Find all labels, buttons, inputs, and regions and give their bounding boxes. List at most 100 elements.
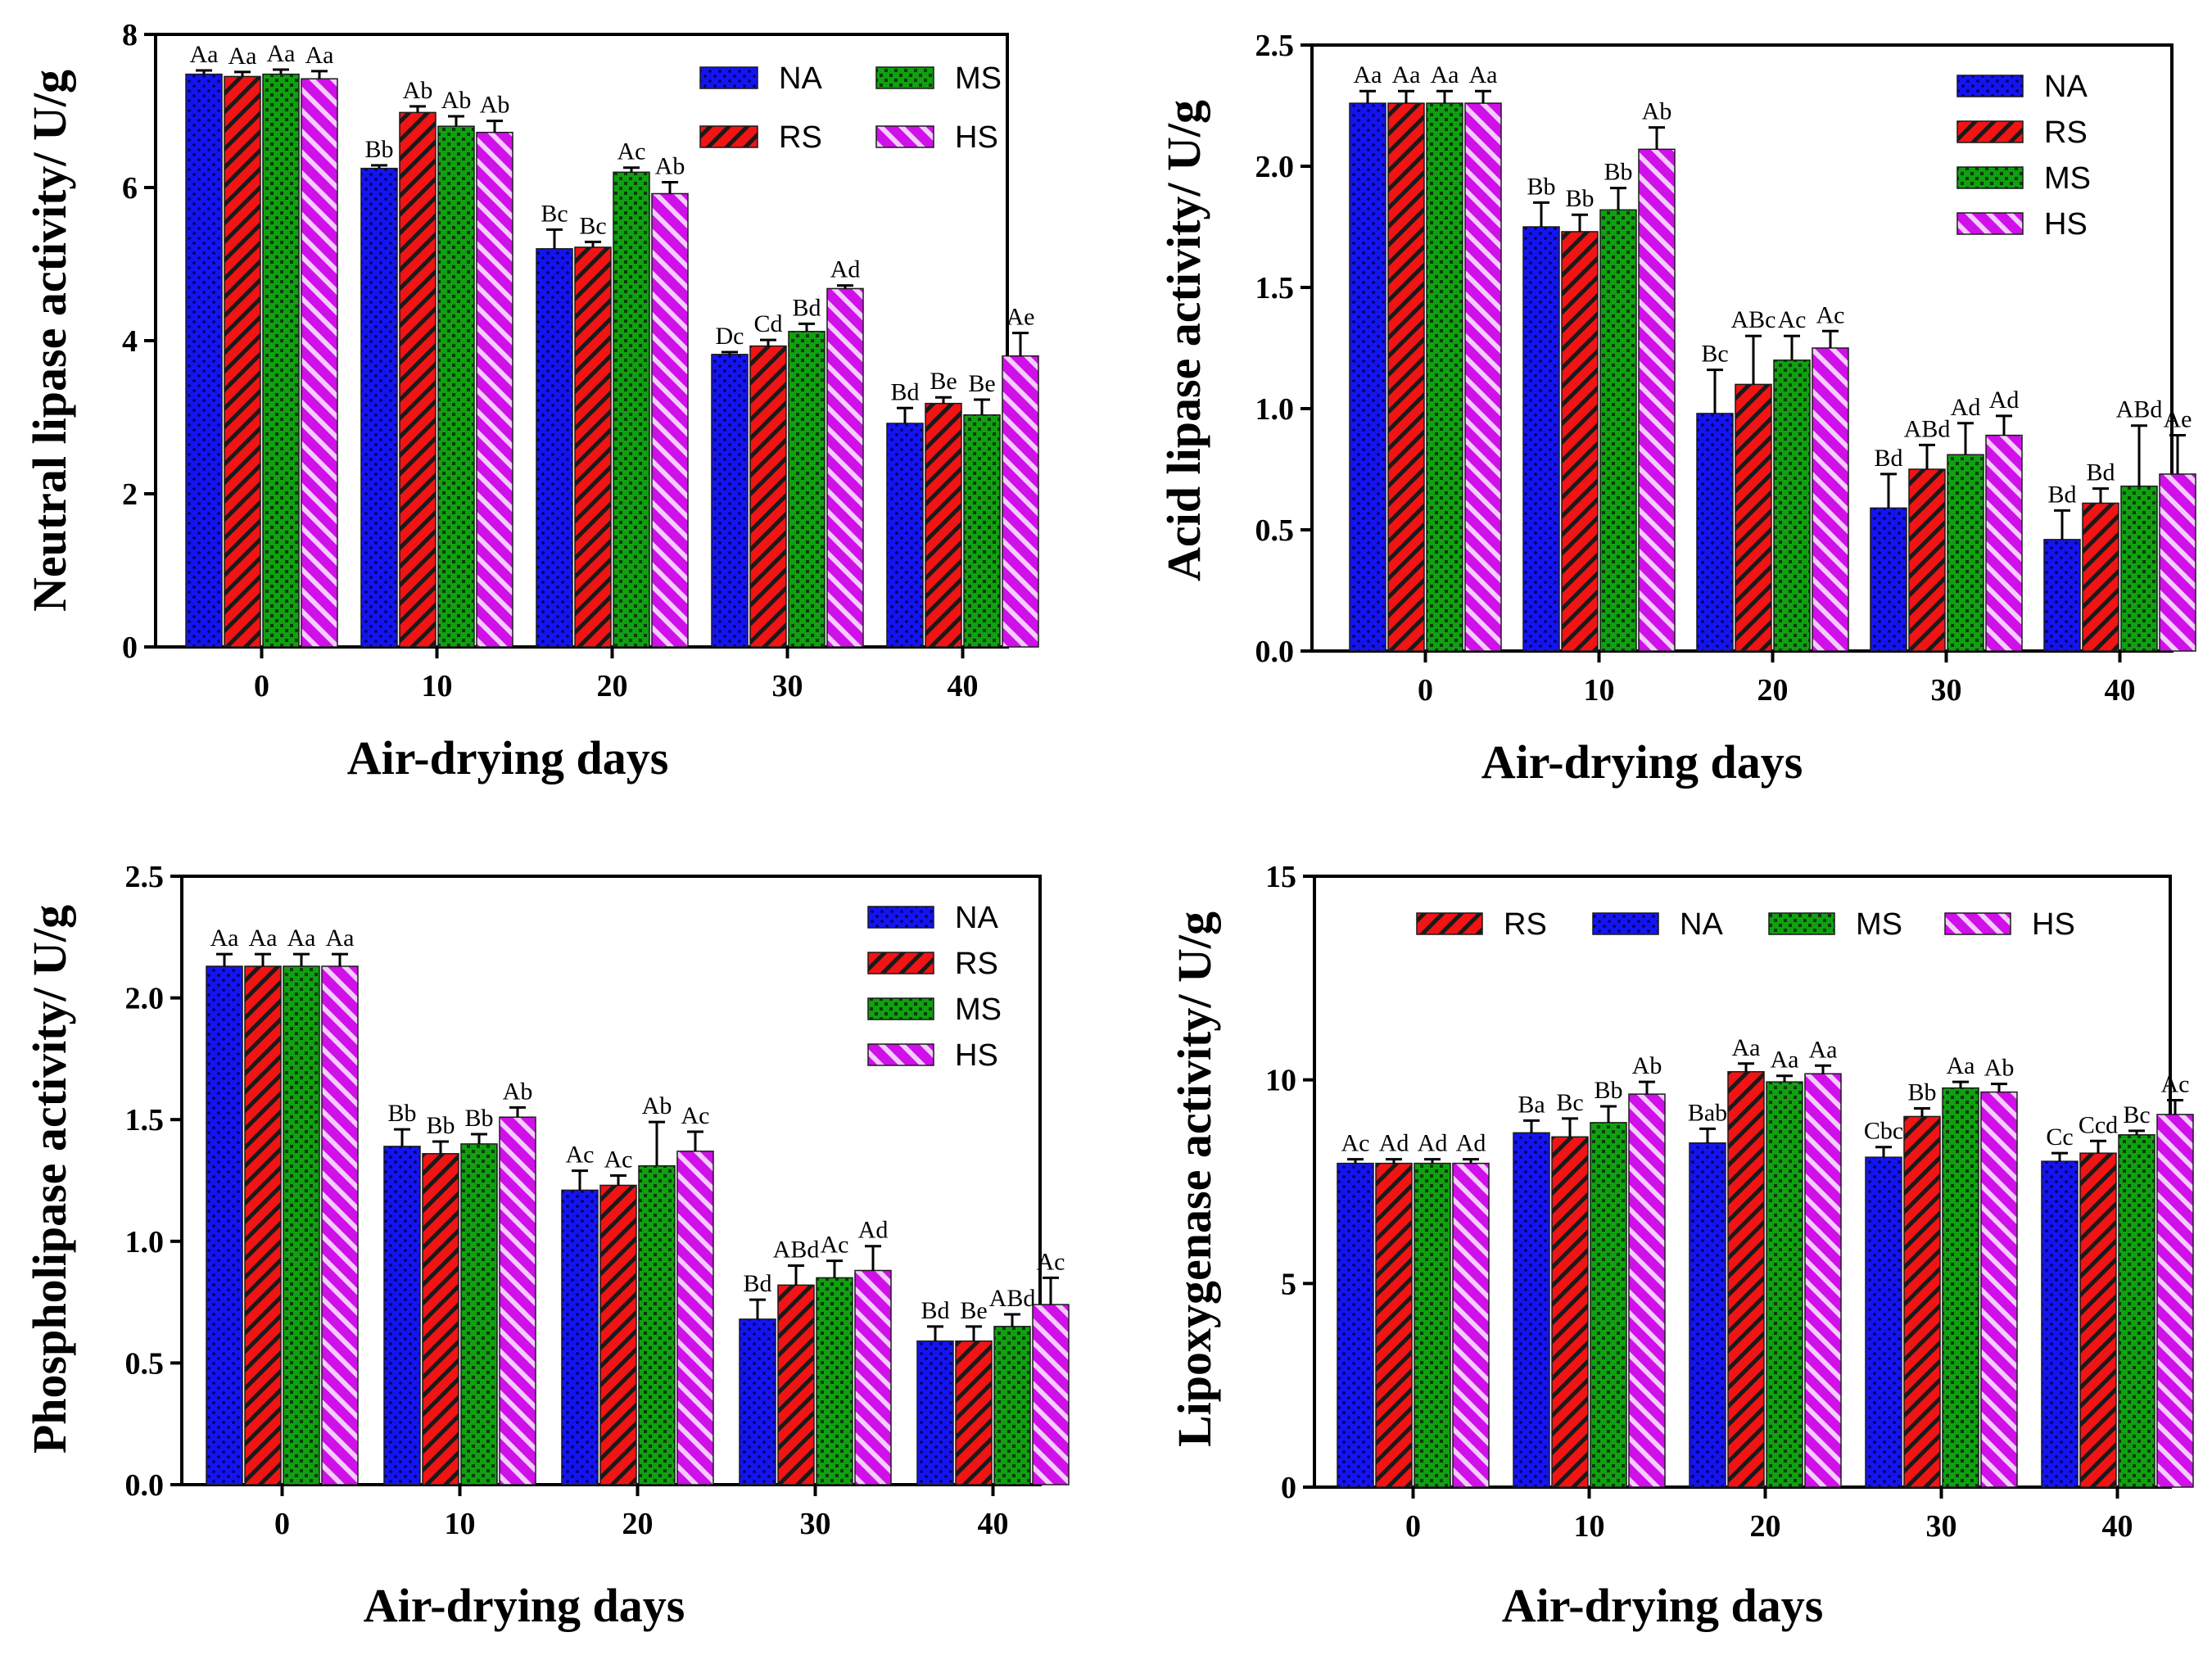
legend-label: MS [955, 61, 1002, 96]
legend-swatch [699, 125, 758, 148]
bar-ms-day-40 [963, 414, 1001, 648]
x-tick-label: 10 [1574, 1509, 1605, 1544]
legend-label: HS [2032, 907, 2075, 942]
bar-hs-day-20 [1804, 1073, 1842, 1488]
legend-label: RS [2044, 115, 2088, 150]
bar-rs-day-0 [1375, 1162, 1413, 1488]
significance-label: ABc [1731, 306, 1776, 333]
bar-hs-day-40 [1032, 1304, 1070, 1485]
bar-hs-day-0 [1452, 1162, 1490, 1488]
significance-label: Bb [364, 136, 393, 163]
legend-label: HS [2044, 207, 2088, 242]
significance-label: Aa [287, 925, 316, 952]
significance-label: Ac [1341, 1130, 1370, 1157]
bar-na-day-0 [1349, 102, 1386, 652]
bar-hs-day-40 [2156, 1114, 2194, 1488]
significance-label: Bb [387, 1100, 416, 1127]
significance-label: Bd [2086, 459, 2115, 486]
legend-item-ms: MS [867, 993, 1002, 1027]
significance-label: ABd [989, 1285, 1036, 1312]
y-tick-label: 0.5 [125, 1346, 165, 1381]
bar-na-day-0 [206, 965, 243, 1485]
y-tick-label: 2 [122, 477, 138, 512]
y-axis-ticks: 0.0 0.5 1.0 1.5 2.0 2.5 [1255, 29, 1312, 669]
significance-label: Ac [1778, 306, 1807, 333]
bar-hs-day-20 [651, 192, 689, 648]
bar-na-day-40 [916, 1340, 954, 1485]
y-axis-title: Phospholipase activity/ U/g [23, 905, 76, 1454]
bar-ms-day-30 [1947, 454, 1984, 652]
y-tick-label: 1.5 [1255, 271, 1295, 305]
bar-hs-day-30 [1985, 434, 2023, 652]
legend-swatch [1956, 212, 2024, 235]
bars: Aa Aa Aa Aa Bb Ab Ab Ab Bc Bc Ac Ab Dc Cd Bd Ad Bd Be Be Ae [185, 40, 1039, 648]
significance-label: Ad [1418, 1130, 1448, 1157]
y-axis-ticks: 0 5 10 15 [1265, 860, 1314, 1505]
significance-label: Ad [1379, 1130, 1409, 1157]
y-tick-label: 2.5 [125, 860, 165, 894]
legend-item-rs: RS [1416, 907, 1547, 942]
bar-na-day-0 [1337, 1162, 1374, 1488]
significance-label: Ac [566, 1142, 595, 1169]
significance-label: Aa [1732, 1034, 1761, 1061]
bar-ms-day-30 [788, 331, 826, 648]
significance-label: Bd [2047, 481, 2076, 508]
legend-swatch [1592, 912, 1659, 935]
bar-hs-day-0 [321, 965, 359, 1485]
y-tick-label: 6 [122, 171, 138, 206]
bar-hs-day-30 [854, 1269, 892, 1485]
bar-ms-day-0 [262, 73, 300, 648]
significance-label: Be [930, 368, 957, 395]
bar-na-day-40 [886, 423, 924, 648]
bar-na-day-30 [711, 354, 749, 648]
significance-label: Ae [1006, 304, 1035, 331]
y-axis-title: Lipoxygenase activity/ U/g [1168, 911, 1221, 1447]
bar-na-day-40 [2043, 539, 2081, 652]
significance-label: Aa [305, 42, 334, 69]
x-axis-title: Air-drying days [1502, 1579, 1824, 1632]
significance-label: Ab [642, 1092, 672, 1119]
significance-label: Ac [681, 1102, 710, 1129]
bar-na-day-10 [360, 167, 398, 648]
x-axis-title: Air-drying days [364, 1579, 685, 1632]
bar-ms-day-10 [1590, 1122, 1627, 1488]
legend-swatch [1768, 912, 1835, 935]
bar-rs-day-30 [1903, 1115, 1941, 1488]
bar-na-day-10 [1522, 226, 1560, 652]
legend-item-hs: HS [1944, 907, 2075, 942]
y-axis-title: Neutral lipase activity/ U/g [23, 70, 76, 612]
significance-label: Ad [830, 256, 861, 283]
y-tick-label: 0.0 [1255, 635, 1295, 669]
bar-hs-day-20 [1812, 347, 1849, 652]
bar-na-day-30 [739, 1318, 776, 1485]
bar-ms-day-10 [1599, 209, 1637, 652]
significance-label: Cd [753, 310, 782, 337]
x-axis-title: Air-drying days [347, 731, 669, 785]
significance-label: Ab [1632, 1052, 1662, 1079]
legend-label: MS [955, 993, 1002, 1027]
bar-rs-day-40 [955, 1340, 993, 1485]
y-tick-label: 0.5 [1255, 513, 1295, 548]
x-tick-label: 0 [1418, 673, 1433, 708]
legend-item-hs: HS [1956, 207, 2088, 242]
bar-na-day-10 [1513, 1132, 1550, 1488]
significance-label: Ab [1642, 98, 1672, 125]
bar-na-day-30 [1865, 1156, 1902, 1488]
significance-label: Bb [426, 1112, 455, 1139]
significance-label: Ad [1951, 394, 1981, 421]
x-tick-label: 0 [254, 669, 269, 703]
significance-label: Ac [604, 1146, 633, 1173]
bar-hs-day-30 [1980, 1091, 2018, 1488]
y-axis-ticks: 0 2 4 6 8 [122, 18, 156, 665]
significance-label: Bd [921, 1297, 949, 1324]
x-tick-label: 20 [597, 669, 628, 703]
legend-label: NA [779, 61, 822, 96]
significance-label: Ae [2164, 406, 2192, 433]
bar-ms-day-20 [638, 1164, 676, 1485]
legend-swatch [875, 125, 934, 148]
bar-ms-day-40 [2118, 1134, 2155, 1488]
